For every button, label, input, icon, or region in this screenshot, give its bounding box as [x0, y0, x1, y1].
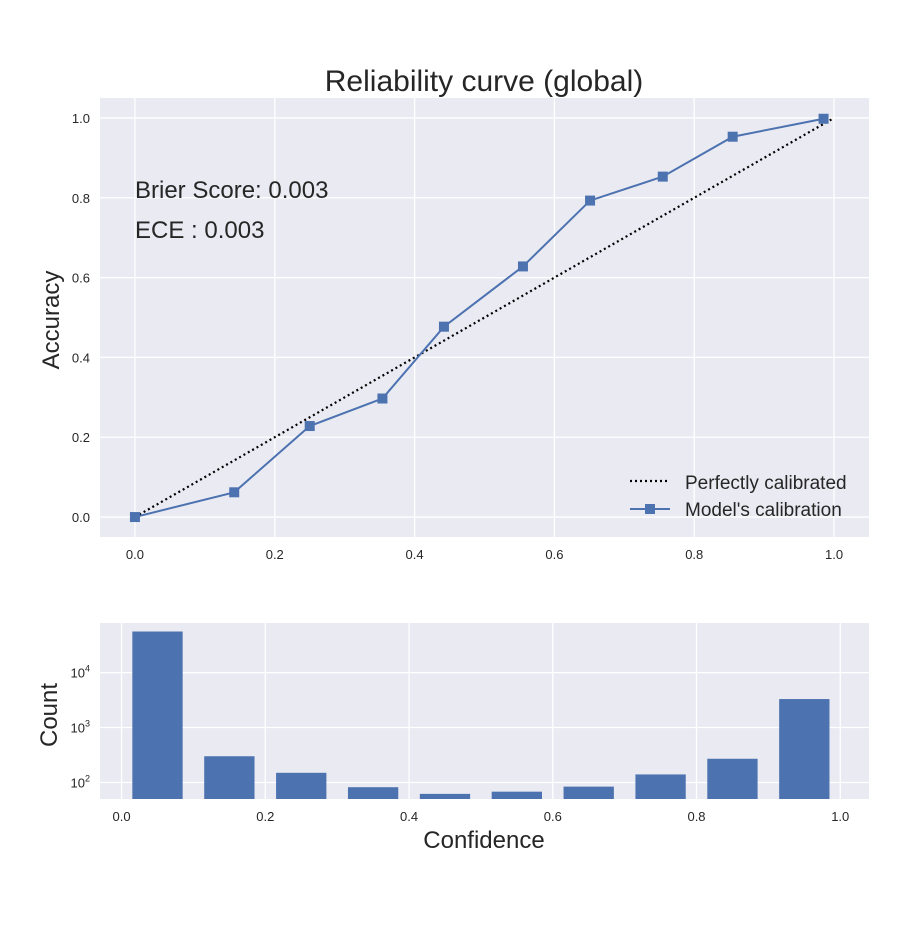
hist-y-tick-label: 103 — [71, 719, 90, 736]
model-calibration-point — [377, 393, 388, 404]
rel-y-tick-label: 0.0 — [72, 510, 90, 525]
rel-x-tick-label: 0.2 — [266, 547, 284, 562]
model-calibration-point — [129, 512, 140, 523]
hist-y-tick-label: 102 — [71, 773, 90, 790]
model-calibration-point — [818, 113, 829, 124]
brier-score-annotation: Brier Score: 0.003 — [135, 177, 328, 204]
rel-y-tick-label: 1.0 — [72, 111, 90, 126]
histogram-x-ticks: 0.0 0.2 0.4 0.6 0.8 1.0 — [113, 809, 850, 824]
histogram-y-ticks: 102 103 104 — [71, 664, 90, 791]
reliability-series — [129, 113, 835, 523]
hist-x-tick-label: 0.4 — [400, 809, 418, 824]
hist-x-tick-label: 0.0 — [113, 809, 131, 824]
model-calibration-point — [517, 261, 528, 272]
reliability-y-axis-label: Accuracy — [38, 271, 65, 370]
histogram-bar — [779, 699, 830, 799]
model-calibration-point — [438, 321, 449, 332]
model-calibration-point — [727, 131, 738, 142]
rel-x-tick-label: 0.8 — [685, 547, 703, 562]
hist-x-tick-label: 1.0 — [831, 809, 849, 824]
histogram-bars — [132, 631, 830, 799]
perfect-calibration-line — [134, 116, 835, 519]
histogram-bar — [635, 774, 686, 799]
hist-x-tick-label: 0.2 — [256, 809, 274, 824]
model-calibration-point — [585, 195, 596, 206]
legend-model-label: Model's calibration — [685, 500, 842, 521]
rel-y-tick-label: 0.4 — [72, 350, 90, 365]
model-calibration-point — [657, 171, 668, 182]
histogram-bar — [491, 791, 542, 799]
rel-x-tick-label: 0.4 — [406, 547, 424, 562]
histogram-bar — [132, 631, 183, 799]
chart-title: Reliability curve (global) — [325, 65, 643, 98]
reliability-grid — [100, 98, 869, 537]
reliability-plot: 0.0 0.2 0.4 0.6 0.8 1.0 0.0 0.2 0.4 0.6 0.8 1.0 Re… — [38, 65, 869, 562]
model-calibration-point — [229, 487, 240, 498]
rel-y-tick-label: 0.6 — [72, 271, 90, 286]
hist-x-tick-label: 0.8 — [687, 809, 705, 824]
reliability-x-ticks: 0.0 0.2 0.4 0.6 0.8 1.0 — [126, 547, 843, 562]
legend-model-marker — [645, 504, 655, 514]
model-calibration-point — [304, 421, 315, 432]
rel-x-tick-label: 0.6 — [545, 547, 563, 562]
histogram-bar — [276, 772, 327, 799]
reliability-y-ticks: 0.0 0.2 0.4 0.6 0.8 1.0 — [72, 111, 90, 525]
histogram-grid — [100, 623, 869, 799]
histogram-bar — [563, 786, 614, 799]
rel-x-tick-label: 0.0 — [126, 547, 144, 562]
reliability-plot-area — [100, 98, 869, 537]
legend-perfect-label: Perfectly calibrated — [685, 473, 847, 494]
rel-y-tick-label: 0.2 — [72, 430, 90, 445]
histogram-bar — [204, 756, 255, 799]
hist-x-tick-label: 0.6 — [544, 809, 562, 824]
hist-y-tick-label: 104 — [71, 664, 90, 681]
rel-y-tick-label: 0.8 — [72, 191, 90, 206]
ece-annotation: ECE : 0.003 — [135, 217, 264, 244]
rel-x-tick-label: 1.0 — [825, 547, 843, 562]
histogram-bar — [419, 793, 471, 799]
histogram-bar — [347, 787, 399, 799]
legend: Perfectly calibrated Model's calibration — [630, 473, 847, 521]
model-calibration-line — [134, 117, 824, 519]
histogram-x-axis-label: Confidence — [423, 827, 544, 854]
histogram-bar — [707, 758, 758, 799]
histogram-y-axis-label: Count — [36, 683, 63, 747]
